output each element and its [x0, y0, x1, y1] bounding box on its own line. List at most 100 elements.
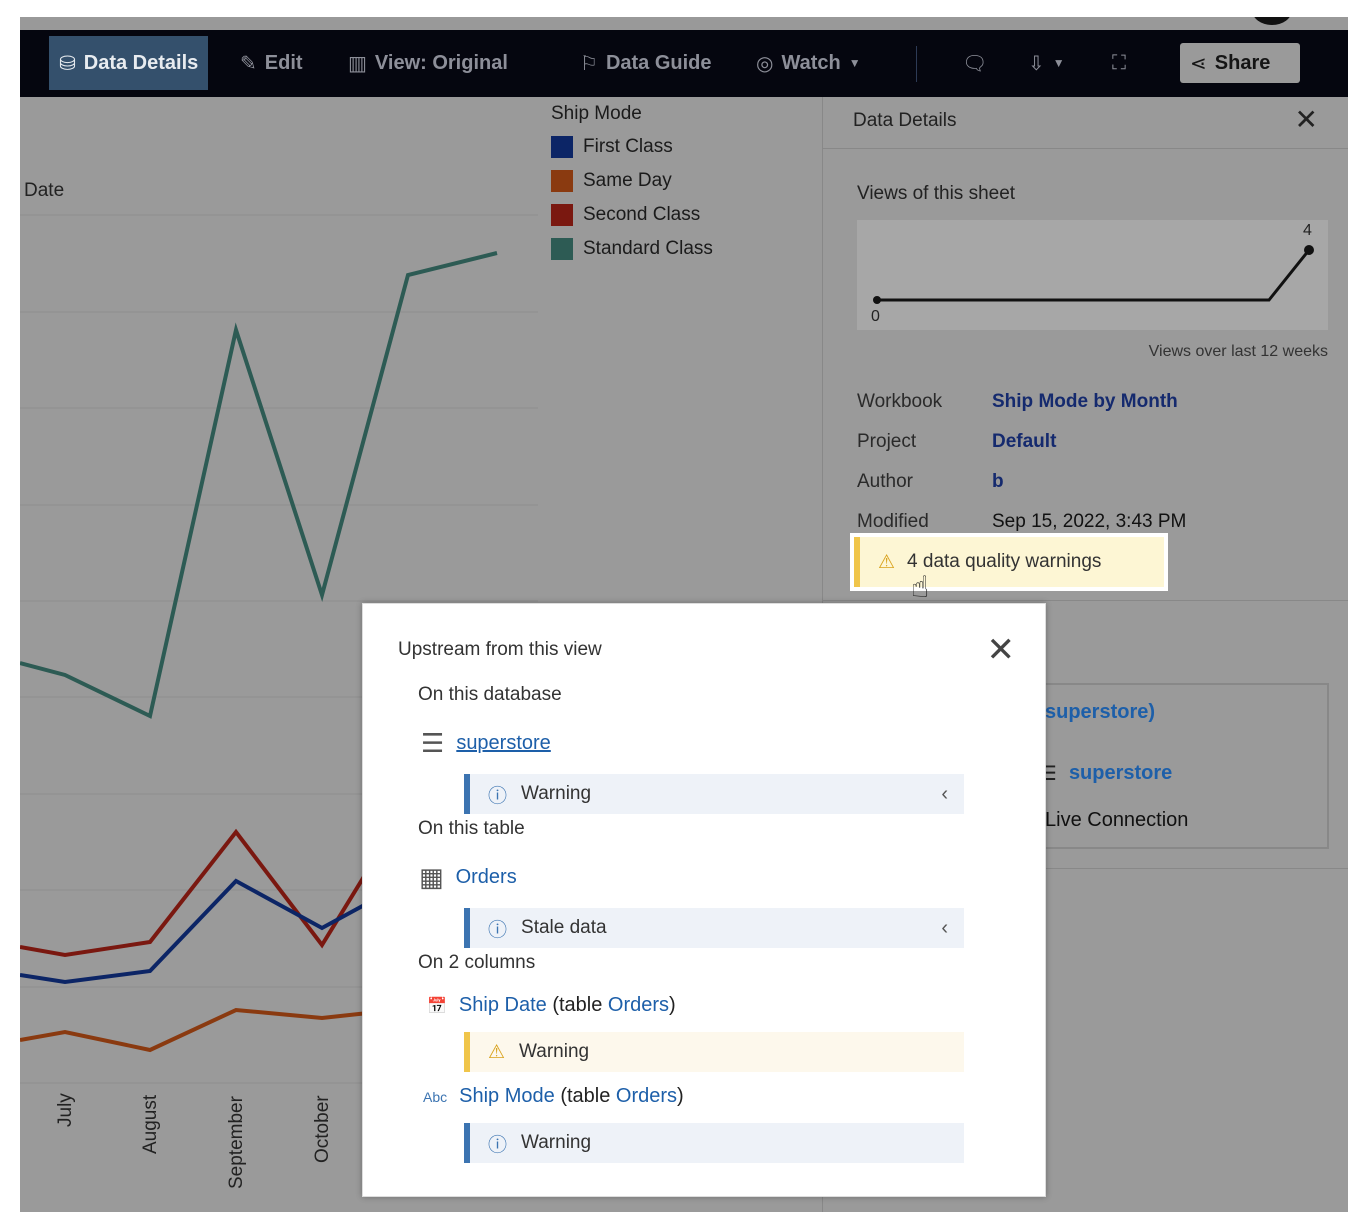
- warning-label: Warning: [521, 783, 592, 804]
- database-link[interactable]: superstore: [456, 732, 551, 754]
- upstream-warnings-popup: Upstream from this view ✕ On this databa…: [362, 603, 1046, 1197]
- metadata: Workbook Ship Mode by Month Project Defaul…: [857, 391, 1186, 551]
- views-title: Views of this sheet: [857, 183, 1016, 204]
- data-source-link[interactable]: superstore): [1045, 701, 1156, 723]
- share-button[interactable]: ⋖ Share: [1180, 43, 1300, 83]
- warning-row[interactable]: ⓘ Warning: [464, 1123, 964, 1163]
- info-icon: ⓘ: [488, 1134, 508, 1156]
- month-label: September: [226, 1096, 247, 1189]
- column-link[interactable]: Ship Mode: [459, 1085, 555, 1107]
- info-icon: ⓘ: [488, 919, 508, 941]
- month-label: October: [312, 1095, 333, 1163]
- data-source-card: superstore) ☰ superstore Live Connection: [1023, 683, 1329, 849]
- warning-row[interactable]: ⓘ Warning ‹: [464, 774, 964, 814]
- author-key: Author: [857, 471, 913, 492]
- author-link[interactable]: b: [992, 471, 1004, 492]
- warning-row[interactable]: ⓘ Stale data ‹: [464, 908, 964, 948]
- calendar-icon: 📅: [427, 997, 447, 1015]
- data-details-panel: Data Details ✕ Views of this sheet 4 0 Vi…: [822, 97, 1348, 1212]
- data-quality-warnings-button[interactable]: ⚠ 4 data quality warnings: [854, 537, 1164, 587]
- view-icon: ▥: [348, 52, 367, 75]
- database-icon: ⛁: [59, 52, 76, 75]
- modified-key: Modified: [857, 511, 929, 532]
- data-details-button[interactable]: ⛁ Data Details: [49, 36, 209, 90]
- chevron-left-icon[interactable]: ‹: [941, 782, 948, 805]
- share-label: Share: [1214, 51, 1271, 74]
- swatch: [551, 170, 573, 192]
- warning-label: Warning: [521, 1132, 592, 1153]
- table-link[interactable]: Orders: [615, 1085, 678, 1107]
- section-table: On this table: [418, 818, 525, 839]
- legend-item[interactable]: Same Day: [551, 169, 713, 193]
- section-columns: On 2 columns: [418, 952, 536, 973]
- workbook-link[interactable]: Ship Mode by Month: [992, 391, 1178, 412]
- close-icon[interactable]: ✕: [1294, 104, 1318, 135]
- legend-title: Ship Mode: [551, 103, 642, 124]
- legend-item[interactable]: First Class: [551, 135, 713, 159]
- warning-row[interactable]: ⚠ Warning: [464, 1032, 964, 1072]
- fullscreen-icon: ⛶: [1112, 51, 1126, 74]
- download-icon: ⇩: [1028, 52, 1045, 75]
- info-icon: ⓘ: [488, 785, 508, 807]
- section-database: On this database: [418, 684, 562, 705]
- string-type-icon: Abc: [423, 1088, 448, 1105]
- warning-label: Stale data: [521, 917, 607, 938]
- swatch: [551, 238, 573, 260]
- table-link[interactable]: Orders: [455, 866, 517, 888]
- month-label: August: [140, 1094, 161, 1154]
- chevron-left-icon[interactable]: ‹: [941, 916, 948, 939]
- swatch: [551, 204, 573, 226]
- warning-icon: ⚠: [488, 1041, 506, 1063]
- warning-label: Warning: [519, 1041, 590, 1062]
- spark-min: 0: [871, 308, 880, 325]
- share-icon: ⋖: [1190, 52, 1207, 75]
- comments-button[interactable]: 🗨: [952, 36, 997, 90]
- data-guide-label: Data Guide: [605, 51, 712, 74]
- legend-label: Second Class: [583, 204, 701, 225]
- hand-cursor-icon: ☝: [911, 571, 930, 604]
- chevron-down-icon: ▼: [848, 56, 861, 70]
- fullscreen-button[interactable]: ⛶: [1102, 36, 1136, 90]
- top-strip: [20, 17, 1348, 30]
- signpost-icon: ⚐: [580, 52, 598, 75]
- download-button[interactable]: ⇩ ▼: [1018, 36, 1075, 90]
- project-key: Project: [857, 431, 917, 452]
- spark-max: 4: [1303, 222, 1312, 239]
- column-link[interactable]: Ship Date: [458, 994, 547, 1016]
- modified-value: Sep 15, 2022, 3:43 PM: [992, 511, 1187, 532]
- database-link[interactable]: superstore: [1068, 762, 1173, 784]
- eye-icon: ◎: [756, 52, 774, 75]
- data-details-label: Data Details: [83, 51, 199, 74]
- edit-button[interactable]: ✎ Edit: [230, 36, 313, 90]
- divider: [823, 868, 1348, 869]
- column-table-prefix: (table: [552, 994, 608, 1016]
- watch-label: Watch: [781, 51, 841, 74]
- connection-type: Live Connection: [1045, 809, 1189, 831]
- watch-button[interactable]: ◎ Watch ▼: [746, 36, 871, 90]
- close-icon[interactable]: ✕: [986, 631, 1016, 669]
- axis-label-date: Date: [24, 180, 65, 201]
- series-standard-class: [20, 251, 498, 719]
- panel-header: Data Details ✕: [823, 97, 1348, 149]
- toolbar-divider: [916, 46, 917, 82]
- paren: ): [677, 1085, 684, 1107]
- legend-label: First Class: [583, 136, 673, 157]
- legend-item[interactable]: Second Class: [551, 203, 713, 227]
- legend-item[interactable]: Standard Class: [551, 237, 713, 261]
- toolbar: ⛁ Data Details ✎ Edit ▥ View: Original ⚐ Dat…: [20, 30, 1348, 97]
- warnings-label: 4 data quality warnings: [907, 551, 1102, 572]
- edit-icon: ✎: [240, 52, 257, 75]
- table-link[interactable]: Orders: [607, 994, 670, 1016]
- views-sparkline: 4 0: [857, 220, 1328, 330]
- view-button[interactable]: ▥ View: Original: [338, 36, 518, 90]
- database-icon: ☰: [421, 728, 445, 758]
- divider: [823, 600, 1348, 601]
- data-guide-button[interactable]: ⚐ Data Guide: [570, 36, 722, 90]
- project-link[interactable]: Default: [992, 431, 1057, 452]
- avatar[interactable]: [1252, 17, 1292, 25]
- table-icon: ▦: [419, 862, 444, 892]
- sparkline-caption: Views over last 12 weeks: [1148, 343, 1328, 360]
- series-first-class: [20, 878, 369, 985]
- comment-icon: 🗨: [962, 52, 988, 75]
- legend: Ship Mode First Class Same Day Second Cl…: [551, 103, 713, 261]
